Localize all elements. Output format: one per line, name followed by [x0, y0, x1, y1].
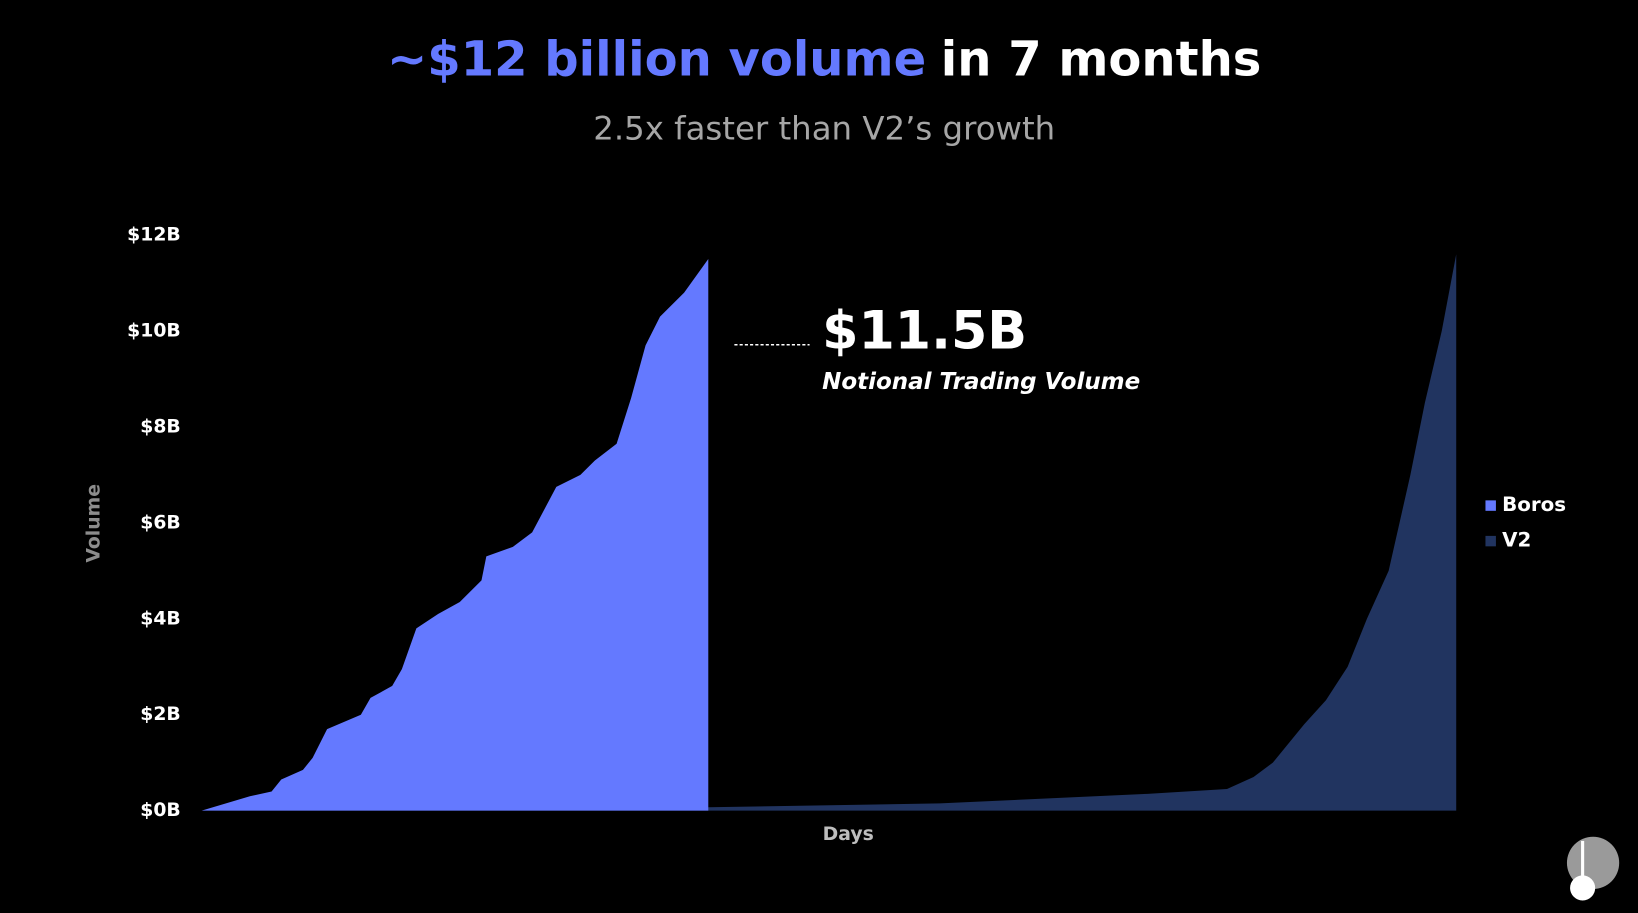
legend-label: Boros	[1502, 493, 1566, 516]
area-1	[201, 254, 1457, 811]
widget-dot[interactable]	[1570, 875, 1596, 901]
y-tick-label: $8B	[140, 416, 181, 437]
y-axis-label: Volume	[84, 484, 105, 563]
title-highlight: ~$12 billion volume	[387, 32, 926, 88]
y-tick-label: $2B	[140, 704, 181, 725]
y-tick-label: $10B	[127, 320, 181, 341]
y-tick-label: $12B	[127, 225, 181, 246]
y-tick-label: $4B	[140, 608, 181, 629]
chart-subtitle: 2.5x faster than V2’s growth	[593, 110, 1055, 148]
legend-swatch	[1485, 500, 1496, 511]
legend-swatch	[1485, 535, 1496, 547]
area-0	[201, 259, 709, 811]
y-tick-label: $0B	[140, 800, 181, 821]
annotation-caption: Notional Trading Volume	[822, 369, 1140, 395]
x-axis-label: Days	[823, 824, 874, 845]
chart-title: ~$12 billion volume in 7 months	[387, 32, 1261, 88]
y-tick-label: $6B	[140, 512, 181, 533]
title-rest: in 7 months	[941, 32, 1262, 88]
legend-label: V2	[1502, 529, 1531, 552]
annotation-value: $11.5B	[822, 301, 1027, 361]
